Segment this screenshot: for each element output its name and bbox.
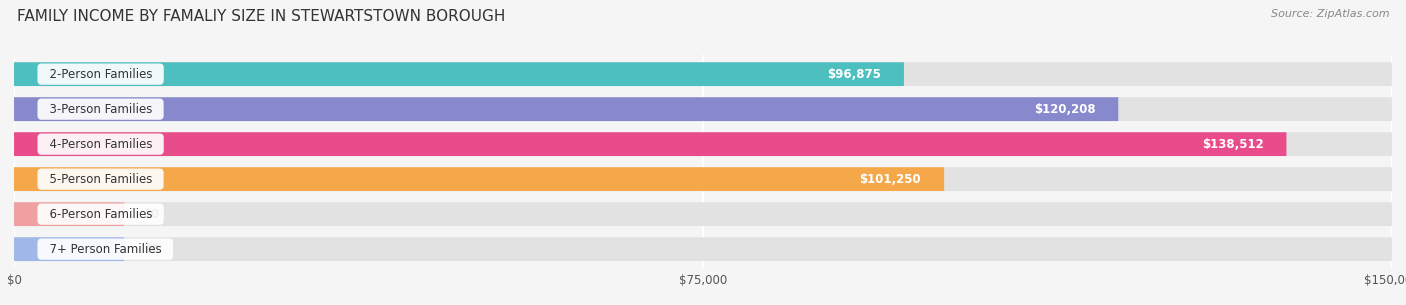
Text: 7+ Person Families: 7+ Person Families [42, 243, 169, 256]
Text: Source: ZipAtlas.com: Source: ZipAtlas.com [1271, 9, 1389, 19]
Text: 4-Person Families: 4-Person Families [42, 138, 160, 151]
Text: FAMILY INCOME BY FAMALIY SIZE IN STEWARTSTOWN BOROUGH: FAMILY INCOME BY FAMALIY SIZE IN STEWART… [17, 9, 505, 24]
FancyBboxPatch shape [14, 167, 945, 191]
FancyBboxPatch shape [14, 132, 1286, 156]
Text: $96,875: $96,875 [827, 68, 882, 81]
FancyBboxPatch shape [14, 202, 124, 226]
Text: $0: $0 [142, 208, 159, 221]
FancyBboxPatch shape [14, 202, 1392, 226]
Text: $0: $0 [142, 243, 159, 256]
Text: 3-Person Families: 3-Person Families [42, 103, 159, 116]
Text: $101,250: $101,250 [859, 173, 921, 186]
Text: 5-Person Families: 5-Person Families [42, 173, 159, 186]
Text: $120,208: $120,208 [1033, 103, 1095, 116]
FancyBboxPatch shape [14, 237, 124, 261]
FancyBboxPatch shape [14, 167, 1392, 191]
FancyBboxPatch shape [14, 97, 1118, 121]
FancyBboxPatch shape [14, 62, 1392, 86]
FancyBboxPatch shape [14, 97, 1392, 121]
FancyBboxPatch shape [14, 132, 1392, 156]
FancyBboxPatch shape [14, 237, 1392, 261]
Text: $138,512: $138,512 [1202, 138, 1264, 151]
Text: 6-Person Families: 6-Person Families [42, 208, 160, 221]
FancyBboxPatch shape [14, 62, 904, 86]
Text: 2-Person Families: 2-Person Families [42, 68, 160, 81]
